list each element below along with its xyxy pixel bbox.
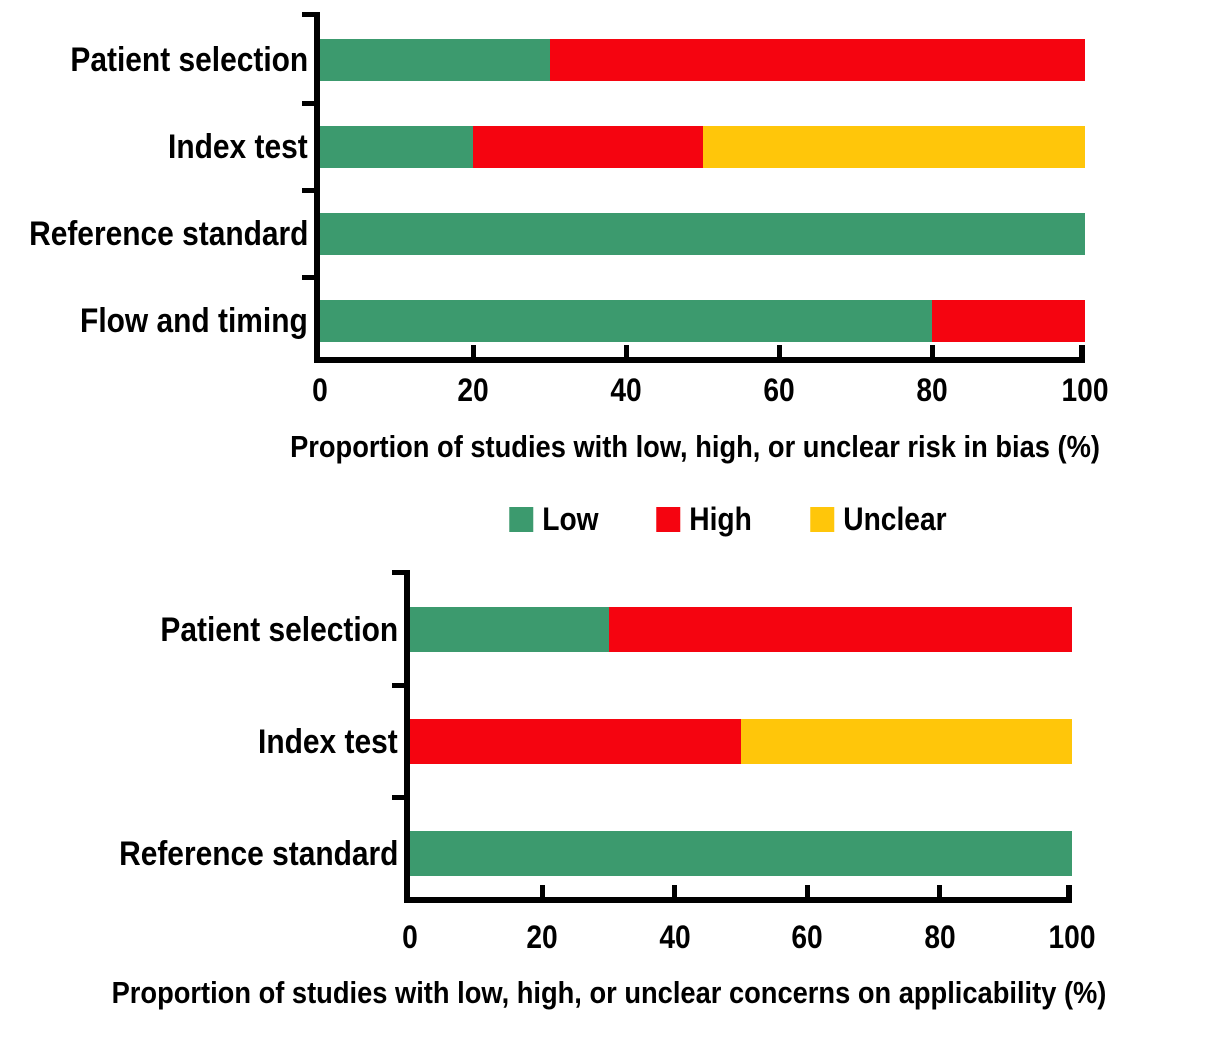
y-axis-tick (302, 275, 314, 280)
bar-segment-unclear (741, 719, 1072, 764)
y-axis (404, 570, 410, 903)
y-axis-end-tick (392, 570, 404, 575)
bar-segment-high (410, 719, 741, 764)
x-tick-label-text: 40 (610, 372, 642, 408)
category-label: Patient selection (68, 611, 398, 649)
bar-row (410, 719, 1072, 764)
x-tick-label-text: 100 (1048, 919, 1096, 955)
category-label-text: Patient selection (160, 610, 398, 649)
applicability-title: Proportion of studies with low, high, or… (44, 975, 1174, 1011)
applicability-title-text: Proportion of studies with low, high, or… (111, 975, 1107, 1010)
y-axis-tick (392, 683, 404, 688)
bar-segment-low (320, 213, 1085, 255)
x-axis-end-tick (1066, 885, 1072, 897)
x-axis (314, 357, 1085, 363)
x-axis-tick (470, 345, 476, 357)
x-tick-label-text: 60 (791, 919, 823, 955)
legend-item-unclear: Unclear (810, 501, 960, 538)
bar-segment-high (549, 39, 1085, 81)
risk-of-bias-title-text: Proportion of studies with low, high, or… (290, 429, 1100, 464)
category-label-text: Index test (168, 128, 308, 166)
bar-segment-low (410, 607, 609, 652)
legend-label: Unclear (843, 501, 947, 537)
bar-segment-unclear (702, 126, 1085, 168)
x-tick-label: 100 (1045, 921, 1098, 953)
x-tick-label-text: 0 (312, 372, 328, 408)
bar-row (320, 300, 1085, 342)
x-axis-tick (776, 345, 782, 357)
legend-swatch-high (656, 507, 681, 532)
x-axis-tick (623, 345, 629, 357)
legend-swatch-unclear (810, 507, 835, 532)
x-tick-label-text: 80 (916, 372, 948, 408)
x-tick-label: 20 (525, 921, 561, 953)
x-tick-label: 40 (608, 374, 644, 406)
legend-swatch-low (509, 507, 534, 532)
category-label-text: Index test (258, 722, 398, 761)
category-label-text: Reference standard (28, 215, 308, 253)
x-tick-label: 80 (922, 921, 958, 953)
bar-segment-high (473, 126, 703, 168)
y-axis-tick (392, 795, 404, 800)
x-tick-label: 0 (401, 921, 419, 953)
x-tick-label-text: 40 (659, 919, 691, 955)
legend-label: High (689, 501, 752, 537)
bar-segment-low (320, 300, 932, 342)
bar-segment-low (320, 39, 550, 81)
x-tick-label: 20 (455, 374, 491, 406)
bar-row (320, 39, 1085, 81)
bar-row (320, 213, 1085, 255)
bar-segment-low (320, 126, 473, 168)
risk-of-bias-title: Proportion of studies with low, high, or… (235, 429, 1155, 465)
x-axis-tick (804, 885, 810, 897)
x-tick-label-text: 80 (923, 919, 956, 955)
x-axis-tick (672, 885, 678, 897)
category-label-text: Patient selection (70, 41, 308, 79)
category-label: Patient selection (0, 41, 308, 79)
x-axis-tick (937, 885, 943, 897)
x-tick-label-text: 20 (457, 372, 489, 408)
x-tick-label: 60 (761, 374, 797, 406)
x-tick-label: 100 (1058, 374, 1111, 406)
bar-segment-low (410, 831, 1072, 876)
x-tick-label: 80 (914, 374, 950, 406)
x-axis (404, 897, 1072, 903)
y-axis-tick (302, 101, 314, 106)
x-tick-label: 60 (789, 921, 825, 953)
bar-segment-high (932, 300, 1085, 342)
bar-row (320, 126, 1085, 168)
category-label: Index test (68, 723, 398, 761)
x-axis-tick (539, 885, 545, 897)
x-tick-label-text: 60 (763, 372, 795, 408)
category-label-text: Flow and timing (80, 302, 308, 340)
category-label: Flow and timing (0, 302, 308, 340)
y-axis-end-tick (302, 12, 314, 17)
x-tick-label-text: 100 (1061, 372, 1109, 408)
bar-row (410, 831, 1072, 876)
category-label-text: Reference standard (118, 834, 398, 873)
y-axis (314, 12, 320, 363)
bar-row (410, 607, 1072, 652)
legend-label: Low (542, 501, 599, 537)
category-label: Reference standard (68, 835, 398, 873)
category-label: Index test (0, 128, 308, 166)
y-axis-tick (302, 188, 314, 193)
bar-segment-high (608, 607, 1072, 652)
x-axis-end-tick (1079, 345, 1085, 357)
legend: Low High Unclear (509, 501, 960, 538)
category-label: Reference standard (0, 215, 308, 253)
x-tick-label: 40 (657, 921, 693, 953)
x-tick-label-text: 0 (402, 919, 418, 955)
x-tick-label-text: 20 (526, 919, 559, 955)
x-axis-tick (929, 345, 935, 357)
legend-item-high: High (656, 501, 760, 538)
x-tick-label: 0 (311, 374, 329, 406)
legend-item-low: Low (509, 501, 606, 538)
